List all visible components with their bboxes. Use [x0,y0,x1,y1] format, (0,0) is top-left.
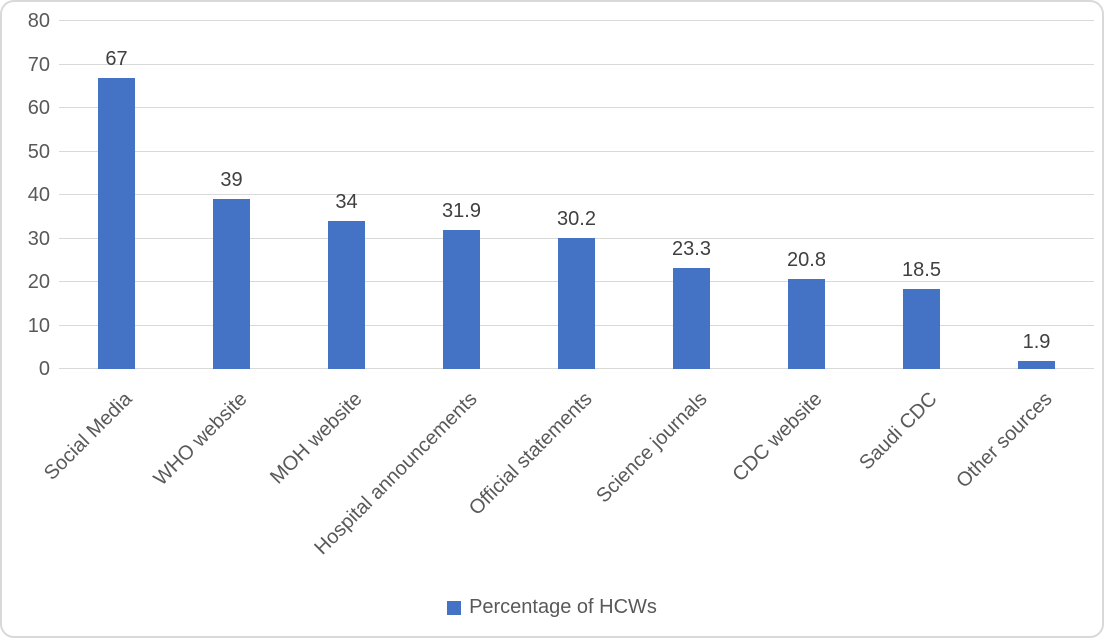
bar-5 [673,267,710,369]
x-category-label-7: Saudi CDC [854,388,942,475]
legend: Percentage of HCWs [2,596,1102,619]
bar-value-label-0: 67 [105,47,128,70]
bar-value-label-8: 1.9 [1022,330,1051,353]
y-tick-label-30: 30 [27,227,50,250]
bar-value-label-1: 39 [220,169,243,192]
y-tick-label-80: 80 [27,10,50,32]
x-category-label-1: WHO website [149,388,252,491]
gridline-70 [59,63,1094,65]
gridline-80 [59,20,1094,21]
bar-value-label-5: 23.3 [672,237,711,260]
x-category-label-2: MOH website [265,388,367,489]
gridline-50 [59,150,1094,152]
bar-6 [788,278,825,369]
plot-area: 67 39 34 31.9 30.2 23.3 20.8 18.5 1.9 [59,20,1094,369]
gridline-60 [59,107,1094,108]
x-category-label-6: CDC website [727,388,827,487]
x-category-label-5: Science journals [591,388,712,508]
bar-value-label-2: 34 [335,191,358,214]
x-category-label-8: Other sources [951,388,1057,493]
bar-2 [328,221,365,369]
bar-0 [98,77,135,369]
bar-4 [558,237,595,369]
gridline-40 [59,194,1094,195]
bar-3 [443,230,480,369]
bar-7 [903,288,940,369]
y-tick-label-40: 40 [27,184,50,206]
x-category-label-3: Hospital announcements [309,388,482,560]
y-tick-label-10: 10 [27,314,50,337]
legend-label: Percentage of HCWs [469,596,657,618]
y-tick-label-50: 50 [27,140,50,163]
bar-value-label-7: 18.5 [902,258,941,281]
y-tick-label-70: 70 [27,53,50,76]
bar-8 [1018,360,1055,369]
bar-value-label-6: 20.8 [787,248,826,271]
y-tick-label-0: 0 [38,358,50,380]
bar-value-label-3: 31.9 [442,200,481,223]
y-tick-label-20: 20 [27,271,50,293]
bar-1 [213,199,250,369]
x-category-label-4: Official statements [464,388,597,520]
y-tick-label-60: 60 [27,97,50,119]
bar-value-label-4: 30.2 [557,207,596,230]
legend-swatch [447,600,462,615]
